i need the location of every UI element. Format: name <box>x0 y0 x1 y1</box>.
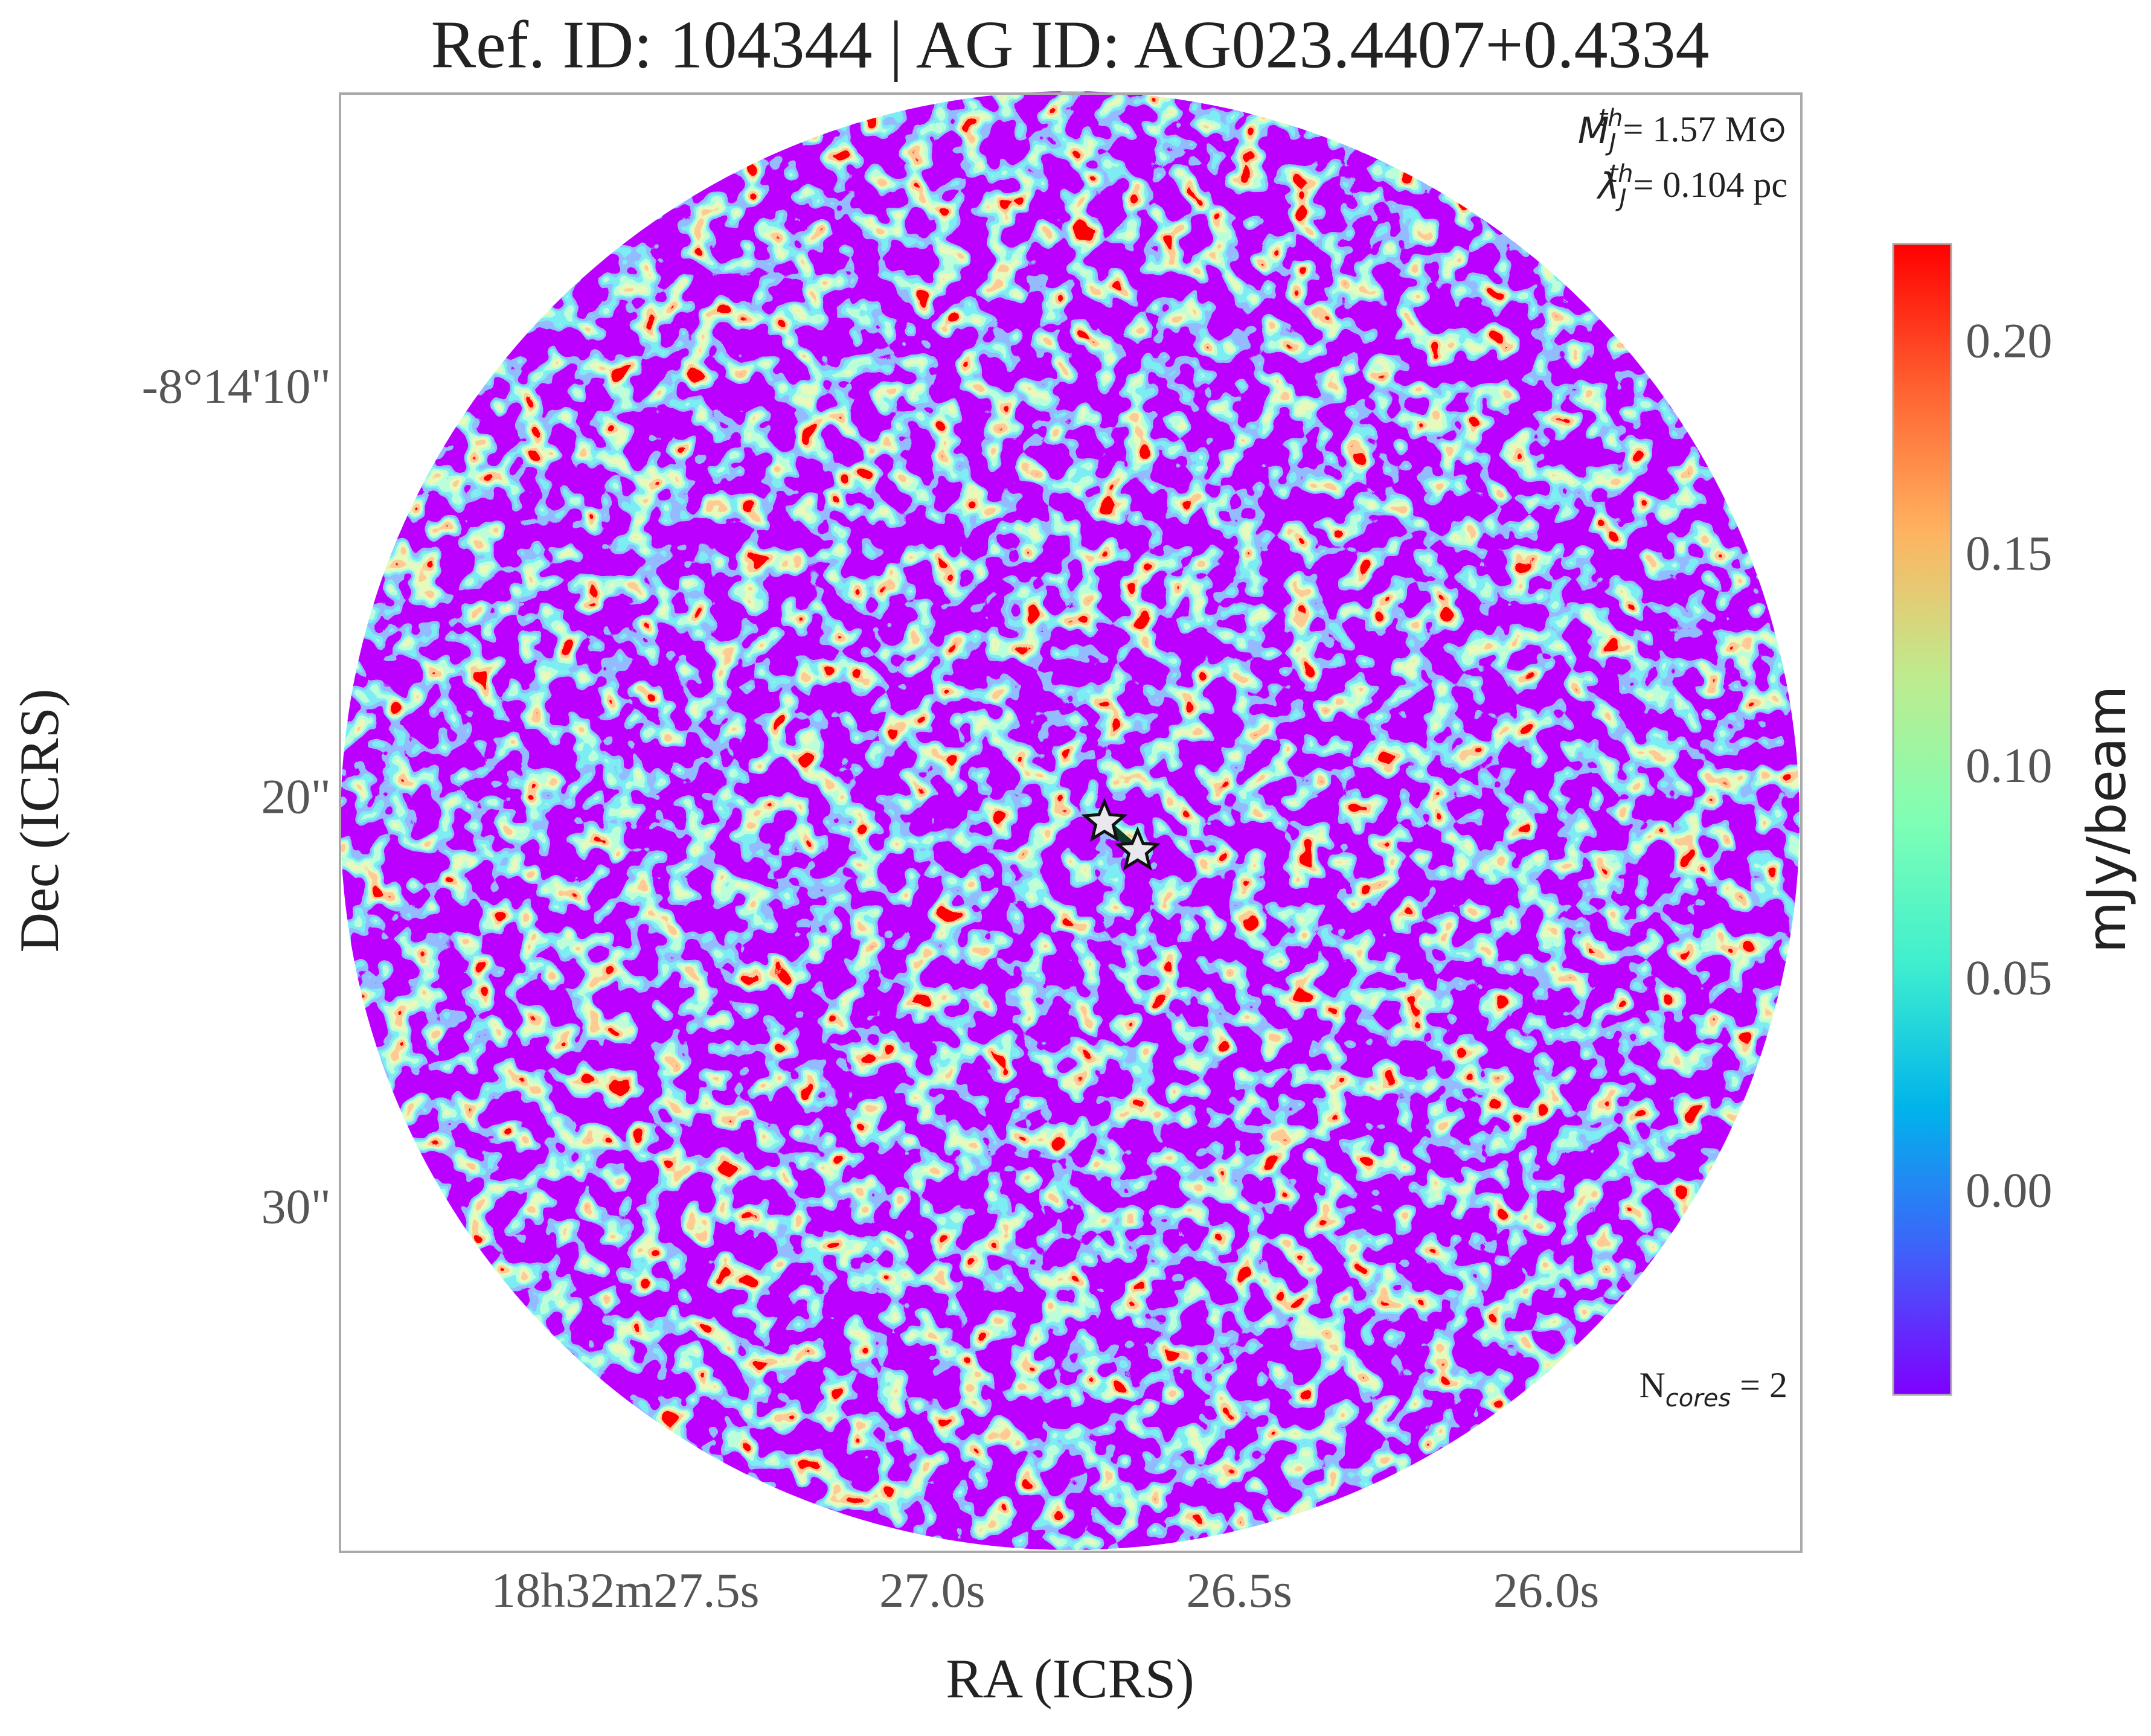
x-tick-label: 26.5s <box>1186 1563 1292 1618</box>
y-tick-label: -8°14'10" <box>142 359 331 414</box>
annotation-text: = 0.104 pc <box>1633 165 1787 205</box>
core-marker <box>1081 798 1128 842</box>
annotation-subscript: cores <box>1665 1385 1731 1412</box>
x-tick-label: 26.0s <box>1493 1563 1599 1618</box>
colorbar-tick-label: 0.00 <box>1966 1162 2053 1217</box>
annotation-text: = 2 <box>1731 1365 1787 1405</box>
core-marker <box>1114 826 1161 871</box>
colorbar-tick-label: 0.20 <box>1966 313 2053 368</box>
annotation-superscript: th <box>1608 160 1633 188</box>
y-tick-label: 30" <box>261 1179 331 1234</box>
y-axis-label: Dec (ICRS) <box>8 689 70 953</box>
colorbar-tick-label: 0.05 <box>1966 950 2053 1005</box>
colorbar-tick-label: 0.15 <box>1966 525 2053 580</box>
x-axis-label: RA (ICRS) <box>946 1648 1194 1709</box>
colorbar <box>1892 243 1952 1396</box>
annotation-symbol: λ <box>1596 165 1620 208</box>
colorbar-tick-label: 0.10 <box>1966 738 2053 793</box>
annotation-text: = 1.57 M⊙ <box>1623 109 1787 149</box>
colorbar-label: mJy/beam <box>2076 685 2138 953</box>
x-tick-label: 27.0s <box>879 1563 985 1618</box>
image <box>341 91 1800 1550</box>
annotation: λJth= 0.104 pc <box>1596 160 1787 212</box>
annotation-symbol: M <box>1578 110 1609 152</box>
y-tick-label: 20" <box>261 769 331 824</box>
annotation: MJth= 1.57 M⊙ <box>1578 104 1787 156</box>
annotation-superscript: th <box>1598 104 1623 132</box>
x-tick-label: 18h32m27.5s <box>491 1563 759 1618</box>
chart-title: Ref. ID: 104344 | AG ID: AG023.4407+0.43… <box>431 8 1709 83</box>
annotation: Ncores = 2 <box>1639 1365 1787 1412</box>
plot-frame <box>339 92 1803 1553</box>
annotation-symbol: N <box>1639 1365 1665 1405</box>
